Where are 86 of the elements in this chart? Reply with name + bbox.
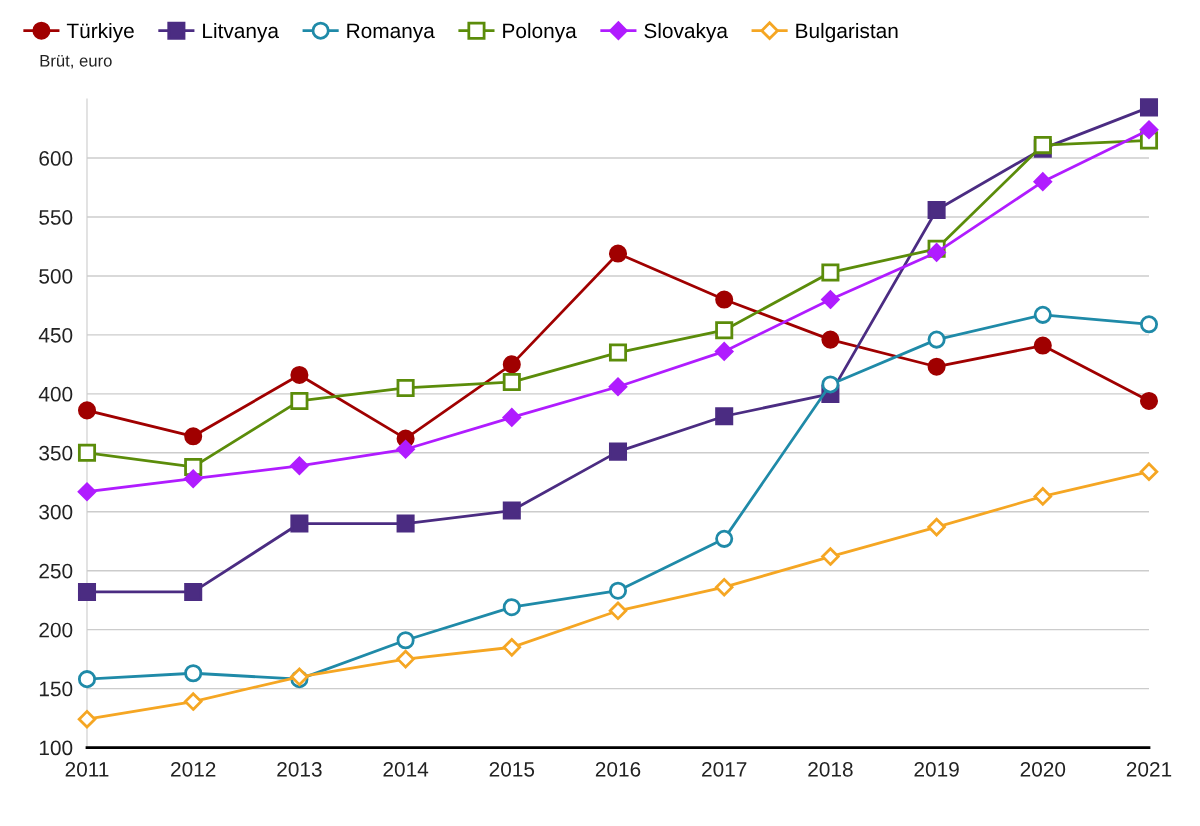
point — [1139, 462, 1159, 481]
y-tick-label: 550 — [39, 210, 73, 225]
y-tick-label: 200 — [39, 622, 73, 638]
x-tick-label: 2019 — [914, 761, 959, 777]
point — [77, 670, 97, 689]
point — [290, 391, 309, 410]
y-tick-label: 400 — [38, 386, 73, 402]
legend-label: Slovakya — [644, 22, 728, 43]
point — [1139, 315, 1159, 334]
point — [396, 440, 415, 459]
point — [396, 514, 415, 533]
y-tick-label: 250 — [39, 563, 73, 579]
point — [608, 442, 628, 461]
point — [184, 582, 203, 601]
point — [608, 581, 628, 600]
y-tick-label: 350 — [39, 445, 73, 461]
point — [77, 401, 97, 420]
point — [821, 263, 840, 282]
point — [502, 408, 522, 427]
legend-label: Polonya — [503, 22, 577, 43]
point — [1033, 305, 1052, 324]
point — [396, 649, 415, 669]
point — [821, 330, 840, 349]
point — [608, 601, 628, 621]
point — [821, 375, 840, 394]
x-tick-label: 2011 — [65, 761, 109, 777]
x-tick-label: 2021 — [1126, 761, 1172, 777]
point — [927, 243, 946, 262]
point — [396, 631, 415, 650]
legend-label: Litvanya — [203, 22, 279, 43]
point — [821, 290, 840, 309]
point — [77, 443, 97, 462]
point — [77, 709, 97, 729]
x-tick-label: 2012 — [171, 761, 216, 777]
y-tick-label: 600 — [39, 151, 73, 166]
point — [1139, 391, 1159, 410]
point — [927, 330, 946, 349]
x-tick-label: 2014 — [383, 761, 429, 777]
point — [1033, 172, 1053, 191]
point — [927, 517, 946, 537]
legend-label: Bulgaristan — [796, 22, 898, 43]
point — [927, 357, 946, 376]
point — [502, 355, 521, 374]
point — [77, 482, 97, 501]
x-tick-label: 2013 — [277, 761, 322, 777]
point — [715, 321, 734, 340]
point — [715, 529, 734, 548]
point — [714, 577, 734, 597]
y-tick-label: 150 — [39, 681, 73, 697]
point — [290, 456, 309, 476]
point — [715, 407, 734, 426]
point — [502, 638, 522, 657]
point — [1033, 487, 1053, 506]
point — [1139, 98, 1159, 117]
legend-label: Türkiye — [66, 22, 134, 43]
point — [1139, 120, 1159, 140]
point — [396, 378, 415, 397]
point — [184, 664, 203, 683]
point — [1033, 336, 1052, 355]
x-tick-label: 2015 — [489, 761, 535, 777]
point — [714, 342, 734, 361]
point — [927, 200, 946, 219]
x-tick-label: 2017 — [702, 761, 747, 777]
point — [821, 547, 840, 566]
x-tick-label: 2018 — [808, 761, 853, 777]
point — [608, 343, 628, 362]
point — [608, 244, 628, 263]
point — [502, 373, 521, 392]
point — [183, 692, 203, 711]
y-tick-label: 300 — [39, 504, 73, 520]
y-tick-label: 100 — [39, 740, 73, 756]
y-axis-title: Brüt, euro — [40, 55, 112, 69]
point — [608, 377, 628, 397]
point — [77, 582, 97, 601]
legend-label: Romanya — [347, 23, 435, 43]
point — [183, 469, 203, 488]
x-tick-label: 2016 — [595, 761, 641, 777]
point — [715, 290, 734, 309]
point — [290, 514, 309, 533]
y-tick-label: 450 — [38, 327, 73, 343]
x-tick-label: 2020 — [1020, 761, 1066, 777]
point — [502, 501, 521, 520]
point — [184, 427, 203, 446]
point — [502, 598, 521, 617]
point — [290, 365, 309, 385]
y-tick-label: 500 — [39, 268, 73, 284]
